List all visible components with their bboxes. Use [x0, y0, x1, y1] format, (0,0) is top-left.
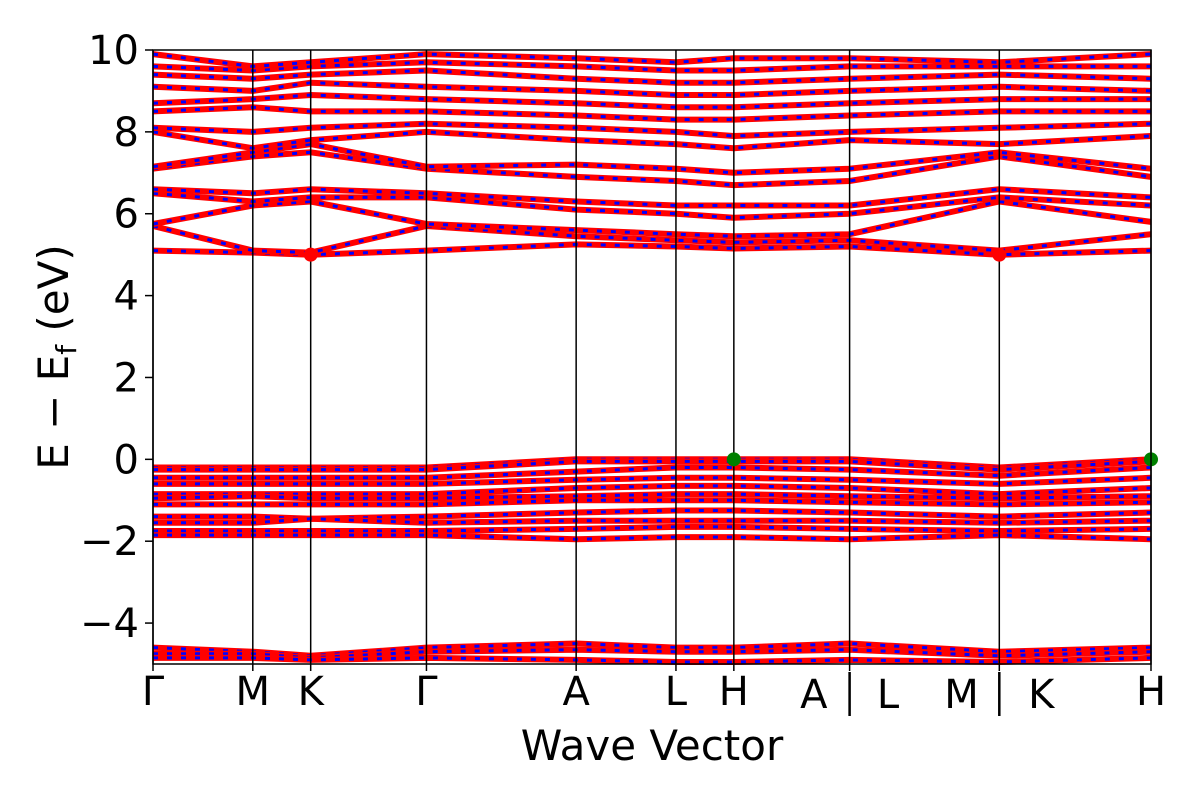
- valence-band-down-3: [153, 476, 1152, 486]
- deep-band-down-1: [153, 648, 1152, 660]
- x-tick-label-4: A: [562, 669, 590, 715]
- deep-band-down-2: [153, 656, 1152, 664]
- y-tick-label-0: −4: [80, 601, 139, 647]
- x-tick-label-2: K: [298, 669, 326, 715]
- conduction-band-down-2: [152, 199, 1152, 238]
- y-tick-label-3: 2: [114, 355, 139, 401]
- conduction-band-down-9: [152, 105, 1151, 122]
- x-tick-label-5: L: [665, 669, 688, 715]
- conduction-band-down-3: [152, 191, 1152, 220]
- conduction-band-down-10: [152, 93, 1151, 109]
- x-tick-label-0: Γ: [142, 669, 165, 715]
- x-tick-label-8: M K: [944, 672, 1056, 718]
- valence-band-down-6: [153, 498, 1152, 506]
- valence-band-up-9: [153, 523, 1152, 534]
- valence-band-up-10: [153, 532, 1152, 543]
- conduction-band-down-7: [152, 130, 1152, 150]
- conduction-band-down-1: [152, 224, 1152, 255]
- valence-band-down-1: [153, 459, 1152, 472]
- extrema-markers: [303, 247, 1158, 467]
- x-tick-label-7: A L: [800, 672, 900, 718]
- conduction-band-down-12: [152, 68, 1152, 85]
- conduction-band-up-8: [152, 120, 1152, 139]
- valence-band-down-9: [153, 525, 1152, 533]
- valence-band-down-10: [153, 533, 1152, 541]
- conduction-band-down-6: [152, 142, 1152, 175]
- valence-band-down-5: [152, 492, 1152, 500]
- plot-frame: [152, 49, 1152, 665]
- y-tick-label-7: 10: [88, 28, 139, 74]
- marker-cbm-1: [992, 247, 1007, 262]
- valence-band-down-8: [153, 517, 1152, 525]
- y-tick-label-1: −2: [80, 519, 139, 565]
- y-axis-label-unit-text: (eV): [29, 244, 78, 331]
- conduction-band-up-14: [152, 51, 1152, 70]
- x-tick-label-9: H: [1136, 669, 1166, 715]
- y-tick-label-2: 0: [114, 437, 139, 483]
- y-axis-ticks: −4 −2 0 2 4 6 8 10: [80, 28, 153, 647]
- y-tick-label-4: 4: [114, 274, 139, 320]
- valence-band-down-4: [153, 484, 1152, 496]
- x-tick-label-1: M: [236, 669, 271, 715]
- x-tick-label-6: H: [719, 669, 749, 715]
- conduction-band-down-11: [152, 81, 1152, 97]
- marker-vbm-2: [726, 452, 741, 467]
- conduction-band-down-8: [152, 122, 1152, 138]
- bands-layer: [152, 51, 1152, 665]
- conduction-band-down-5: [152, 150, 1152, 187]
- marker-cbm-0: [303, 247, 318, 262]
- y-tick-label-6: 8: [114, 110, 139, 156]
- conduction-band-down-13: [152, 60, 1151, 73]
- y-axis-label-subscript: f: [50, 344, 83, 355]
- valence-band-down-2: [153, 466, 1152, 480]
- y-axis-label-main: E − E: [29, 355, 78, 470]
- y-tick-label-5: 6: [114, 192, 139, 238]
- conduction-band-down-14: [152, 52, 1152, 68]
- y-axis-label-unit: [29, 332, 78, 345]
- x-tick-label-3: Γ: [415, 669, 438, 715]
- x-axis-label: Wave Vector: [521, 721, 784, 770]
- y-axis-label: E − Ef (eV): [29, 244, 83, 470]
- conduction-band-down-4: [152, 187, 1152, 207]
- valence-band-down-7: [153, 509, 1152, 521]
